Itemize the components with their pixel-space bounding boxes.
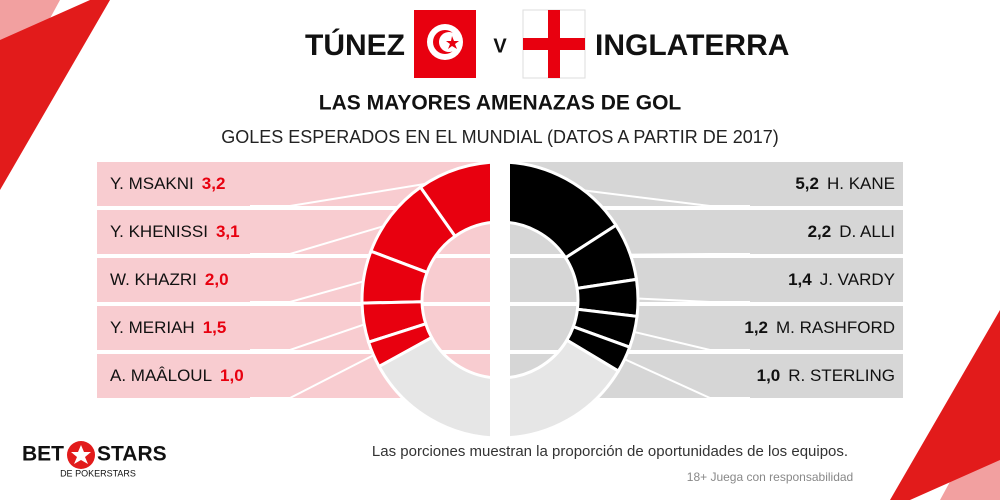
value-label: 1,2 (744, 318, 768, 337)
decor (0, 0, 110, 190)
row-label: Y. MERIAH 1,5 (110, 318, 226, 337)
player-name: H. KANE (827, 174, 895, 193)
value-label: 3,1 (216, 222, 240, 241)
flag-tunisia (414, 10, 476, 78)
leader-line (250, 320, 375, 351)
row-labels: Y. MSAKNI 3,2 Y. KHENISSI 3,1 W. KHAZRI 2,0 Y.… (110, 174, 895, 385)
leader-line (615, 354, 750, 399)
row-label: W. KHAZRI 2,0 (110, 270, 229, 289)
player-name: D. ALLI (839, 222, 895, 241)
player-name: A. MAÂLOUL (110, 366, 212, 385)
player-name: M. RASHFORD (776, 318, 895, 337)
leader-line (561, 186, 750, 207)
logo-text: BET (22, 443, 64, 466)
decor (890, 310, 1000, 500)
flag-england (522, 9, 586, 79)
logo-sub: DE POKERSTARS (60, 468, 136, 478)
row-label: 1,2 M. RASHFORD (744, 318, 895, 337)
value-label: 1,0 (757, 366, 781, 385)
value-label: 1,4 (788, 270, 812, 289)
disclaimer: 18+ Juega con responsabilidad (687, 470, 853, 484)
value-label: 3,2 (202, 174, 226, 193)
chart-subtitle: GOLES ESPERADOS EN EL MUNDIAL (DATOS A P… (221, 127, 779, 147)
row-label: 1,0 R. STERLING (757, 366, 895, 385)
row-label: A. MAÂLOUL 1,0 (110, 366, 244, 385)
logo-text: STARS (97, 443, 167, 466)
value-label: 5,2 (795, 174, 819, 193)
leader-line (250, 177, 462, 207)
player-name: Y. KHENISSI (110, 222, 208, 241)
player-name: R. STERLING (788, 366, 895, 385)
leader-lines (250, 177, 750, 399)
leader-line (627, 296, 750, 303)
leader-line (619, 253, 750, 256)
player-name: W. KHAZRI (110, 270, 197, 289)
leader-line (250, 349, 383, 399)
player-name: Y. MERIAH (110, 318, 195, 337)
value-label: 1,0 (220, 366, 244, 385)
player-name: Y. MSAKNI (110, 174, 194, 193)
row-label: 5,2 H. KANE (795, 174, 895, 193)
leader-line (624, 328, 750, 351)
team-right: INGLATERRA (595, 29, 789, 62)
logo: BET STARS DE POKERSTARS (22, 441, 167, 478)
note: Las porciones muestran la proporción de … (372, 443, 848, 460)
leader-line (250, 220, 400, 255)
row-label: 2,2 D. ALLI (808, 222, 895, 241)
versus: V (493, 35, 507, 57)
row-label: 1,4 J. VARDY (788, 270, 895, 289)
divider (490, 160, 510, 440)
row-label: Y. KHENISSI 3,1 (110, 222, 240, 241)
leader-line (250, 277, 375, 303)
team-left: TÚNEZ (305, 28, 405, 62)
player-name: J. VARDY (820, 270, 895, 289)
donut (360, 160, 640, 440)
value-label: 2,0 (205, 270, 229, 289)
value-label: 2,2 (808, 222, 832, 241)
row-label: Y. MSAKNI 3,2 (110, 174, 225, 193)
value-label: 1,5 (203, 318, 227, 337)
chart-title: LAS MAYORES AMENAZAS DE GOL (319, 92, 682, 115)
